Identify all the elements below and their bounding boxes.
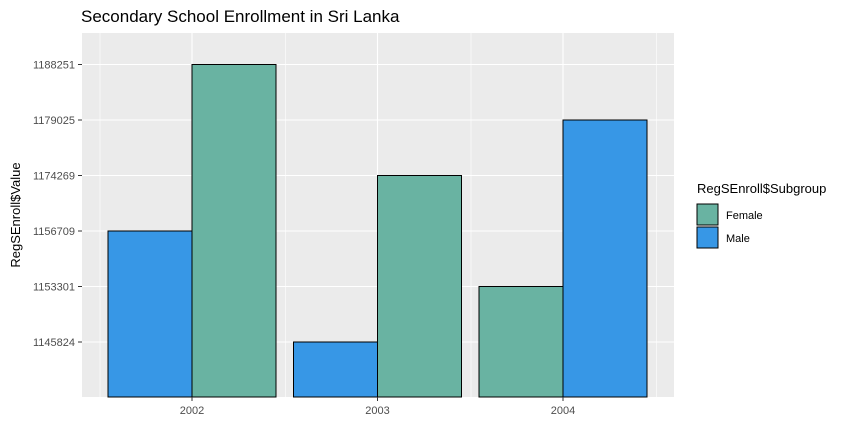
y-tick-label: 1156709 bbox=[33, 226, 75, 238]
bar-2002-male bbox=[107, 230, 193, 398]
legend-key-male bbox=[696, 226, 719, 249]
x-tick-label: 2003 bbox=[365, 405, 389, 417]
x-tick-label: 2004 bbox=[551, 405, 575, 417]
bar-2004-male bbox=[562, 119, 648, 398]
x-tick-label: 2002 bbox=[180, 405, 204, 417]
y-axis-title: RegSEnroll$Value bbox=[8, 162, 23, 267]
y-tick-label: 1179025 bbox=[33, 115, 75, 127]
legend-label-male: Male bbox=[726, 233, 750, 245]
legend: RegSEnroll$Subgroup Female Male bbox=[696, 181, 826, 249]
bar-2003-male bbox=[293, 341, 378, 398]
y-tick-label: 1188251 bbox=[33, 60, 75, 72]
legend-key-female bbox=[696, 203, 719, 226]
bar-2002-female bbox=[191, 64, 277, 398]
y-axis: 1145824 1153301 1156709 1174269 1179025 11882… bbox=[33, 60, 82, 349]
y-tick-label: 1145824 bbox=[33, 337, 75, 349]
bar-2003-female bbox=[377, 175, 462, 398]
chart-title: Secondary School Enrollment in Sri Lanka bbox=[81, 7, 400, 26]
bars bbox=[107, 64, 648, 398]
y-tick-label: 1153301 bbox=[33, 282, 75, 294]
legend-label-female: Female bbox=[726, 210, 763, 222]
legend-title: RegSEnroll$Subgroup bbox=[697, 181, 826, 196]
x-axis: 2002 2003 2004 bbox=[180, 397, 575, 417]
bar-2004-female bbox=[478, 286, 564, 398]
y-tick-label: 1174269 bbox=[33, 171, 75, 183]
